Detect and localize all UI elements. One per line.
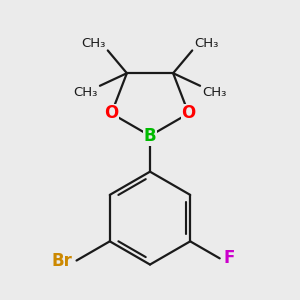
Text: CH₃: CH₃ xyxy=(202,86,226,99)
Text: B: B xyxy=(144,127,156,145)
Text: F: F xyxy=(224,249,235,267)
Text: O: O xyxy=(104,104,118,122)
Text: O: O xyxy=(182,104,196,122)
Text: CH₃: CH₃ xyxy=(74,86,98,99)
Text: CH₃: CH₃ xyxy=(82,38,106,50)
Text: CH₃: CH₃ xyxy=(194,38,218,50)
Text: Br: Br xyxy=(52,251,73,269)
